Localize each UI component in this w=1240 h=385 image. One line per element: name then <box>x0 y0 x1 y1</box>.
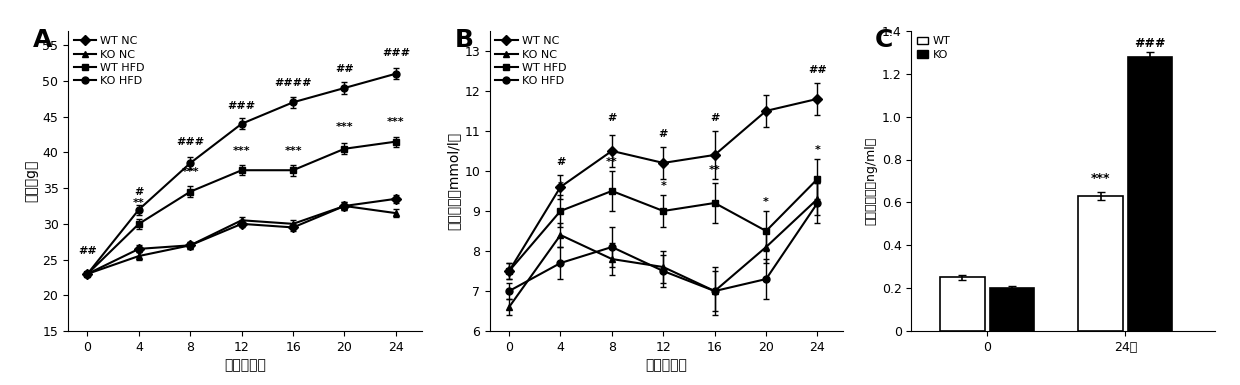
Text: ###: ### <box>176 137 205 147</box>
Text: **: ** <box>606 157 618 167</box>
Text: ###: ### <box>382 48 410 58</box>
Text: ***: *** <box>387 117 404 127</box>
Y-axis label: 空腹血糖（mmol/l）: 空腹血糖（mmol/l） <box>446 132 460 230</box>
Text: A: A <box>33 28 52 52</box>
Text: ##: ## <box>335 64 353 74</box>
Y-axis label: 体重（g）: 体重（g） <box>25 160 38 202</box>
Text: ***: *** <box>181 167 200 177</box>
Text: ***: *** <box>1091 172 1110 185</box>
Text: ***: *** <box>336 122 353 132</box>
Text: ***: *** <box>284 146 301 156</box>
Text: #: # <box>711 113 719 123</box>
Text: C: C <box>875 28 893 52</box>
Text: ####: #### <box>274 78 311 88</box>
Text: ###: ### <box>1135 37 1166 50</box>
Text: ##: ## <box>78 246 97 256</box>
Bar <box>1079 196 1122 331</box>
Text: #: # <box>556 157 565 167</box>
Bar <box>1128 57 1172 331</box>
Text: *: * <box>815 145 821 155</box>
Legend: WT, KO: WT, KO <box>916 36 950 60</box>
Y-axis label: 空腹胰岛素（ng/ml）: 空腹胰岛素（ng/ml） <box>864 137 878 225</box>
X-axis label: 时间（周）: 时间（周） <box>646 358 687 372</box>
Bar <box>940 278 985 331</box>
Text: ##: ## <box>808 65 827 75</box>
Text: *: * <box>661 181 666 191</box>
Text: *: * <box>763 197 769 207</box>
Text: **: ** <box>709 165 720 175</box>
Text: **: ** <box>133 198 145 208</box>
Text: ###: ### <box>228 101 255 111</box>
Legend: WT NC, KO NC, WT HFD, KO HFD: WT NC, KO NC, WT HFD, KO HFD <box>73 36 145 86</box>
Legend: WT NC, KO NC, WT HFD, KO HFD: WT NC, KO NC, WT HFD, KO HFD <box>495 36 567 86</box>
Text: ***: *** <box>233 146 250 156</box>
Text: #: # <box>134 187 144 197</box>
Text: *: * <box>558 181 563 191</box>
Text: B: B <box>455 28 474 52</box>
X-axis label: 时间（周）: 时间（周） <box>224 358 265 372</box>
Bar <box>990 288 1034 331</box>
Text: #: # <box>658 129 668 139</box>
Text: #: # <box>608 113 616 123</box>
